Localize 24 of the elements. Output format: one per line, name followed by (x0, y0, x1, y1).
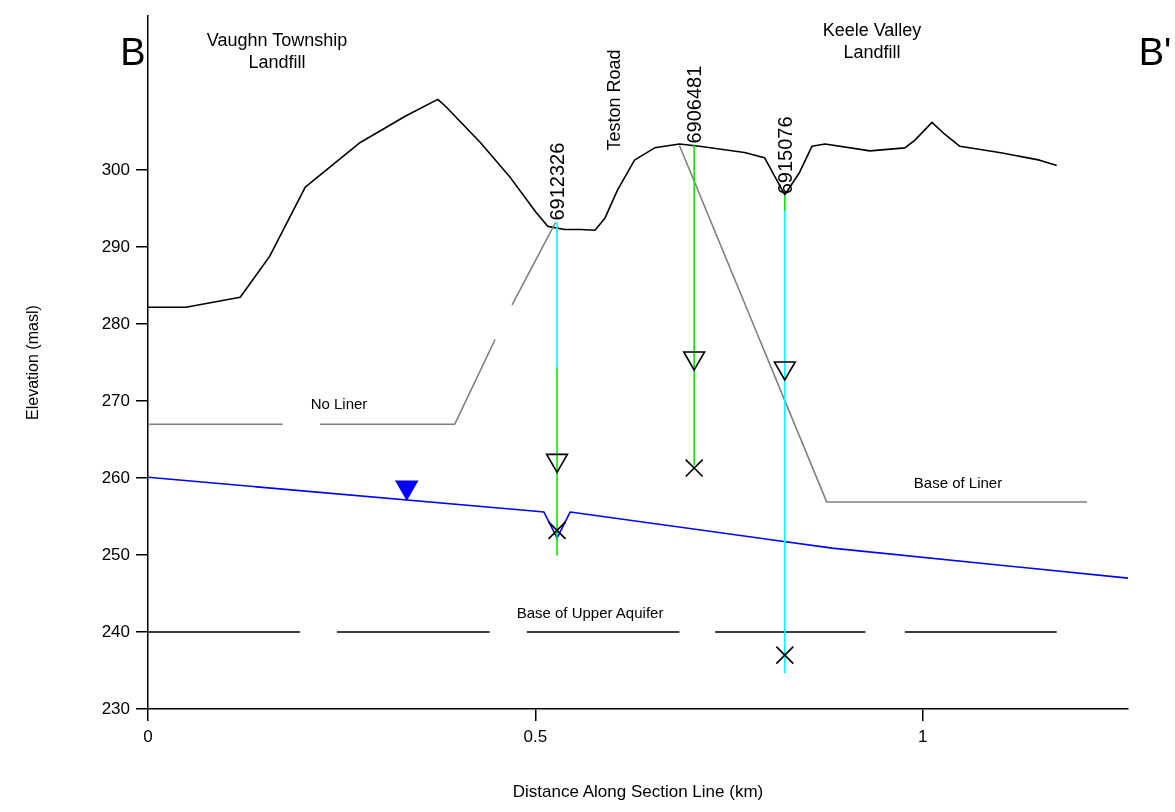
text: 6912326 (546, 142, 569, 221)
x-tick-label: 1 (917, 726, 928, 746)
text: B (120, 31, 146, 74)
text: 6906481 (683, 65, 706, 144)
annotation: No Liner (310, 395, 368, 413)
annotation: Base of Upper Aquifer (516, 604, 664, 622)
y-axis-title: Elevation (masl) (24, 305, 42, 420)
y-tick-label: 260 (101, 467, 130, 487)
y-tick-label: 240 (101, 621, 130, 641)
annotation: Teston Road (603, 49, 624, 151)
x-tick-label: 0.5 (523, 726, 548, 746)
annotation: Keele Valley Landfill (822, 19, 922, 63)
y-tick-label: 290 (101, 236, 130, 256)
annotation: Base of Liner (913, 474, 1003, 492)
text: 6915076 (773, 116, 796, 195)
y-tick-label: 250 (101, 544, 130, 564)
x-tick-label: 0 (143, 726, 153, 746)
y-tick-label: 230 (101, 698, 130, 718)
y-tick-label: 270 (101, 390, 130, 410)
y-tick-label: 300 (101, 159, 130, 179)
y-tick-label: 280 (101, 313, 130, 333)
annotation: Vaughn Township Landfill (206, 29, 348, 73)
text: B' (1138, 31, 1172, 74)
x-axis-title: Distance Along Section Line (km) (512, 782, 764, 802)
